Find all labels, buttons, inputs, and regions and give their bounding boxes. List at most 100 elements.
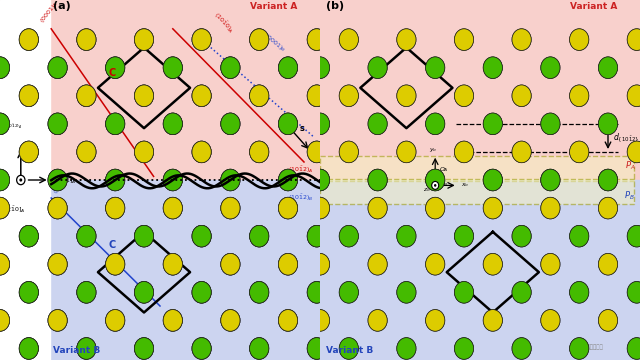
Circle shape bbox=[512, 141, 531, 163]
Circle shape bbox=[339, 141, 358, 163]
Circle shape bbox=[570, 29, 589, 50]
Circle shape bbox=[250, 141, 269, 163]
Circle shape bbox=[541, 197, 560, 219]
Circle shape bbox=[310, 253, 330, 275]
Circle shape bbox=[250, 85, 269, 107]
Circle shape bbox=[368, 57, 387, 78]
Text: $[\bar{1}011]_A$: $[\bar{1}011]_A$ bbox=[51, 175, 76, 185]
Circle shape bbox=[541, 253, 560, 275]
Circle shape bbox=[19, 29, 38, 50]
Circle shape bbox=[310, 169, 330, 191]
Circle shape bbox=[19, 141, 38, 163]
Circle shape bbox=[77, 282, 96, 303]
Circle shape bbox=[598, 113, 618, 135]
Circle shape bbox=[77, 338, 96, 359]
Circle shape bbox=[483, 253, 502, 275]
Text: Variant A: Variant A bbox=[570, 2, 617, 11]
Circle shape bbox=[397, 338, 416, 359]
Circle shape bbox=[627, 141, 640, 163]
Circle shape bbox=[163, 310, 182, 331]
Circle shape bbox=[134, 141, 154, 163]
Circle shape bbox=[368, 169, 387, 191]
Circle shape bbox=[0, 253, 10, 275]
Circle shape bbox=[106, 113, 125, 135]
Circle shape bbox=[307, 282, 326, 303]
Circle shape bbox=[192, 85, 211, 107]
Circle shape bbox=[0, 310, 10, 331]
Circle shape bbox=[106, 57, 125, 78]
Circle shape bbox=[627, 338, 640, 359]
Circle shape bbox=[627, 282, 640, 303]
Text: (a): (a) bbox=[52, 1, 70, 11]
Circle shape bbox=[598, 57, 618, 78]
Circle shape bbox=[397, 29, 416, 50]
Circle shape bbox=[598, 310, 618, 331]
Circle shape bbox=[134, 338, 154, 359]
Circle shape bbox=[339, 29, 358, 50]
Circle shape bbox=[570, 141, 589, 163]
Circle shape bbox=[627, 85, 640, 107]
Bar bbox=[320, 0, 640, 180]
Circle shape bbox=[48, 310, 67, 331]
Circle shape bbox=[77, 225, 96, 247]
Circle shape bbox=[250, 225, 269, 247]
Circle shape bbox=[397, 141, 416, 163]
Text: $y_o$: $y_o$ bbox=[429, 146, 438, 154]
Circle shape bbox=[339, 225, 358, 247]
Circle shape bbox=[134, 338, 154, 359]
Circle shape bbox=[454, 85, 474, 107]
Circle shape bbox=[307, 282, 326, 303]
Circle shape bbox=[598, 113, 618, 135]
Circle shape bbox=[627, 282, 640, 303]
Circle shape bbox=[221, 169, 240, 191]
Circle shape bbox=[307, 85, 326, 107]
Circle shape bbox=[106, 310, 125, 331]
Circle shape bbox=[17, 175, 25, 185]
Circle shape bbox=[192, 338, 211, 359]
Circle shape bbox=[310, 169, 330, 191]
Circle shape bbox=[0, 169, 10, 191]
Text: $(0001)_B$: $(0001)_B$ bbox=[51, 171, 74, 196]
Circle shape bbox=[250, 29, 269, 50]
Circle shape bbox=[339, 282, 358, 303]
Circle shape bbox=[221, 197, 240, 219]
Circle shape bbox=[19, 338, 38, 359]
Circle shape bbox=[221, 113, 240, 135]
Circle shape bbox=[163, 169, 182, 191]
Circle shape bbox=[278, 169, 298, 191]
Text: 材料科学与工程: 材料科学与工程 bbox=[580, 345, 604, 350]
Circle shape bbox=[278, 197, 298, 219]
Circle shape bbox=[307, 282, 326, 303]
Circle shape bbox=[483, 113, 502, 135]
Circle shape bbox=[278, 169, 298, 191]
Circle shape bbox=[48, 113, 67, 135]
Circle shape bbox=[368, 169, 387, 191]
Circle shape bbox=[598, 169, 618, 191]
Circle shape bbox=[397, 282, 416, 303]
Circle shape bbox=[541, 310, 560, 331]
Circle shape bbox=[163, 310, 182, 331]
Circle shape bbox=[250, 338, 269, 359]
Circle shape bbox=[250, 282, 269, 303]
Circle shape bbox=[0, 57, 10, 78]
Circle shape bbox=[106, 197, 125, 219]
Circle shape bbox=[483, 169, 502, 191]
Circle shape bbox=[426, 197, 445, 219]
Circle shape bbox=[570, 85, 589, 107]
Circle shape bbox=[512, 29, 531, 50]
Circle shape bbox=[627, 141, 640, 163]
Circle shape bbox=[163, 57, 182, 78]
Circle shape bbox=[250, 141, 269, 163]
Circle shape bbox=[106, 169, 125, 191]
Circle shape bbox=[339, 85, 358, 107]
Circle shape bbox=[310, 197, 330, 219]
Circle shape bbox=[278, 57, 298, 78]
Circle shape bbox=[426, 113, 445, 135]
Circle shape bbox=[77, 225, 96, 247]
Circle shape bbox=[541, 57, 560, 78]
Text: $[\bar{1}2\bar{1}0]_A$: $[\bar{1}2\bar{1}0]_A$ bbox=[0, 204, 26, 214]
Circle shape bbox=[339, 225, 358, 247]
Circle shape bbox=[250, 225, 269, 247]
Circle shape bbox=[426, 169, 445, 191]
Circle shape bbox=[307, 85, 326, 107]
